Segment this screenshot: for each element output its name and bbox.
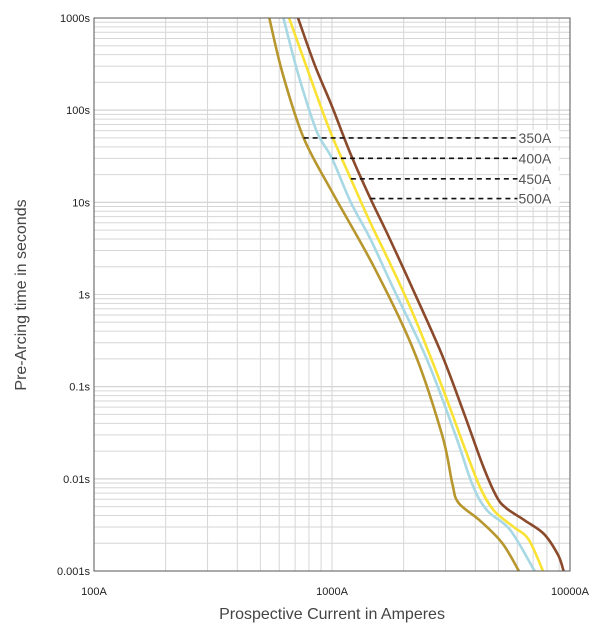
x-axis-title: Prospective Current in Amperes <box>219 606 445 623</box>
x-tick-labels: 100A 1000A 10000A <box>81 586 589 598</box>
legend-label-bg <box>517 190 560 207</box>
y-tick-label: 10s <box>72 197 90 209</box>
legend-label-350A: 350A <box>519 130 552 146</box>
legend-label-bg <box>517 129 560 146</box>
y-axis-title: Pre-Arcing time in seconds <box>13 199 30 390</box>
legend-label-400A: 400A <box>519 150 552 166</box>
legend-label-500A: 500A <box>519 191 552 207</box>
series-lines <box>268 17 565 572</box>
x-tick-label: 10000A <box>551 586 590 598</box>
series-line-450A <box>287 17 545 572</box>
x-tick-label: 100A <box>81 586 107 598</box>
series-line-400A <box>282 17 536 572</box>
legend-label-bg <box>517 170 560 187</box>
plot-frame <box>93 17 571 572</box>
series-line-350A <box>268 17 521 572</box>
x-tick-label: 1000A <box>316 586 348 598</box>
y-tick-labels: 1000s 100s 10s 1s 0.1s 0.01s 0.001s <box>57 13 91 578</box>
y-tick-label: 0.001s <box>57 566 91 578</box>
y-tick-label: 0.01s <box>63 474 90 486</box>
legend: 350A 400A 450A 500A <box>303 129 560 207</box>
y-tick-label: 0.1s <box>69 382 90 394</box>
legend-label-bg <box>517 150 560 167</box>
grid <box>94 18 570 571</box>
y-tick-label: 1000s <box>60 13 90 25</box>
y-tick-label: 1s <box>78 290 90 302</box>
series-line-500A <box>296 17 565 572</box>
legend-label-450A: 450A <box>519 171 552 187</box>
y-tick-label: 100s <box>66 105 90 117</box>
